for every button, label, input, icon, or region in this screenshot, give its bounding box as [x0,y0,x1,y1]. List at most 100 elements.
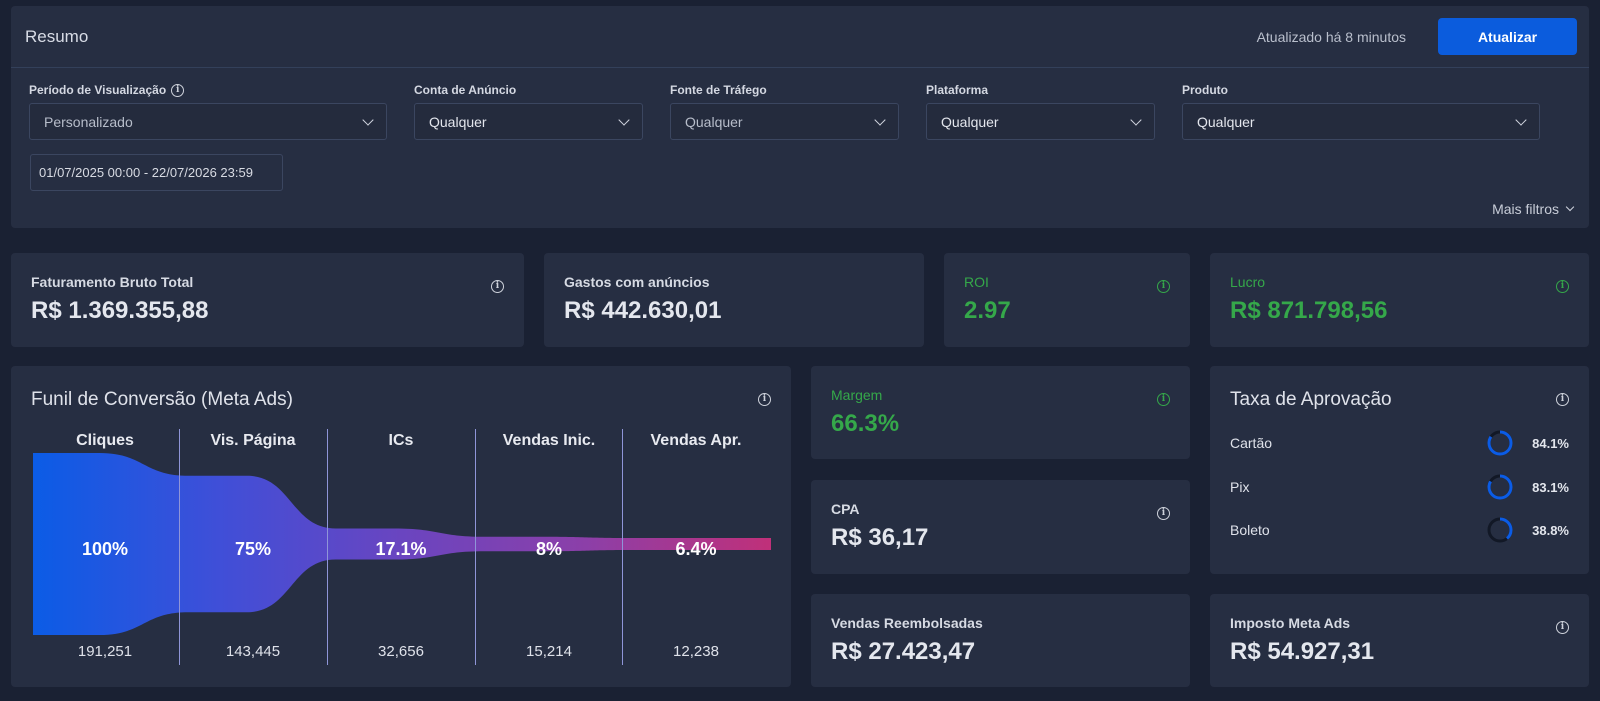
chevron-down-icon [874,113,886,126]
product-filter-label: Produto [1182,83,1228,97]
chevron-down-icon [618,113,630,126]
funnel-stage-count: 32,656 [378,643,424,660]
kpi-label: CPA [831,501,860,517]
period-filter-label-text: Período de Visualização [29,83,167,97]
traffic-source-select-value: Qualquer [685,113,743,130]
ring-fill [1487,430,1513,456]
platform-select[interactable]: Qualquer [926,103,1155,140]
kpi-value: R$ 54.927,31 [1230,638,1375,665]
approval-method-value: 83.1% [1532,479,1569,495]
funnel-stage-percent: 100% [81,539,129,559]
funnel-stage-percent: 17.1% [375,539,427,559]
funnel-stage-name: Vendas Apr. [650,432,742,449]
refresh-button[interactable]: Atualizar [1438,18,1577,55]
period-select-value: Personalizado [44,113,133,130]
kpi-value: 66.3% [831,410,900,437]
info-icon[interactable]: i [1556,621,1569,634]
date-range-input[interactable]: 01/07/2025 00:00 - 22/07/2026 23:59 [30,154,283,191]
funnel-stage-count: 15,214 [526,643,572,660]
approval-method-value: 84.1% [1532,435,1569,451]
product-select[interactable]: Qualquer [1182,103,1540,140]
kpi-value: R$ 1.369.355,88 [31,297,209,324]
funnel-divider [179,429,180,665]
approval-rate-card: Taxa de Aprovação i Cartão 84.1% Pix 83.… [1210,366,1589,574]
funnel-stage-count: 12,238 [673,643,719,660]
page-title: Resumo [25,27,89,46]
funnel-divider [622,429,623,665]
traffic-source-select[interactable]: Qualquer [670,103,899,140]
platform-filter-label: Plataforma [926,83,989,97]
funnel-stage-name: Cliques [76,432,134,449]
funnel-stage-percent: 75% [234,539,272,559]
kpi-label: ROI [964,274,989,290]
kpi-card-refunds: Vendas Reembolsadas R$ 27.423,47 [811,594,1190,687]
info-icon[interactable]: i [1157,280,1170,293]
kpi-label: Faturamento Bruto Total [31,274,194,290]
info-icon[interactable]: i [1556,280,1569,293]
last-updated-text: Atualizado há 8 minutos [1256,29,1406,45]
funnel-stage-count: 143,445 [225,643,281,660]
funnel-stage-name: Vis. Página [210,432,296,449]
more-filters-label: Mais filtros [1492,201,1559,217]
kpi-label: Vendas Reembolsadas [831,615,983,631]
funnel-stage-percent: 8% [535,539,562,559]
funnel-stage-name: Vendas Inic. [502,432,596,449]
approval-method-value: 38.8% [1532,522,1569,538]
approval-row-card: Cartão 84.1% [1230,429,1569,457]
funnel-title: Funil de Conversão (Meta Ads) [31,389,293,410]
approval-method-name: Pix [1230,479,1250,495]
kpi-card-meta-tax: Imposto Meta Ads R$ 54.927,31 i [1210,594,1589,687]
funnel-divider [475,429,476,665]
kpi-value: R$ 442.630,01 [564,297,722,324]
platform-select-value: Qualquer [941,113,999,130]
approval-row-boleto: Boleto 38.8% [1230,516,1569,544]
approval-title: Taxa de Aprovação [1230,389,1392,410]
ring-fill [1487,474,1513,500]
info-icon[interactable]: i [1556,393,1569,406]
kpi-card-cpa: CPA R$ 36,17 i [811,480,1190,574]
kpi-value: R$ 871.798,56 [1230,297,1388,324]
funnel-stage-count: 191,251 [77,643,133,660]
period-select[interactable]: Personalizado [29,103,387,140]
info-icon[interactable]: i [758,393,771,406]
funnel-divider [327,429,328,665]
info-icon[interactable]: i [171,83,185,97]
kpi-label: Imposto Meta Ads [1230,615,1351,631]
approval-ring-icon [1487,430,1513,456]
kpi-card-margin: Margem 66.3% i [811,366,1190,459]
approval-method-name: Boleto [1230,522,1270,538]
funnel-chart [33,453,771,635]
info-icon[interactable]: i [1157,507,1170,520]
ad-account-filter-label: Conta de Anúncio [414,83,517,97]
period-filter-label: Período de Visualização i [29,83,185,97]
summary-panel: Resumo Atualizado há 8 minutos Atualizar… [11,6,1589,228]
kpi-card-profit: Lucro R$ 871.798,56 i [1210,253,1589,347]
approval-ring-icon [1487,517,1513,543]
conversion-funnel-card: Funil de Conversão (Meta Ads) i Cliques … [11,366,791,687]
chevron-down-icon [362,113,374,126]
info-icon[interactable]: i [491,280,504,293]
summary-header: Resumo Atualizado há 8 minutos Atualizar [11,6,1589,68]
chevron-down-icon [1130,113,1142,126]
approval-ring-icon [1487,474,1513,500]
kpi-value: 2.97 [964,297,1011,324]
product-select-value: Qualquer [1197,113,1255,130]
kpi-value: R$ 36,17 [831,524,929,551]
funnel-stage-name: ICs [388,432,414,449]
kpi-label: Margem [831,387,883,403]
funnel-shape [33,453,771,635]
info-icon[interactable]: i [1157,393,1170,406]
chevron-down-icon [1515,113,1527,126]
chevron-down-icon [1565,202,1575,212]
ring-fill [1487,517,1513,543]
ad-account-select-value: Qualquer [429,113,487,130]
kpi-value: R$ 27.423,47 [831,638,976,665]
kpi-card-roi: ROI 2.97 i [944,253,1190,347]
approval-method-name: Cartão [1230,435,1273,451]
kpi-card-gross-revenue: Faturamento Bruto Total R$ 1.369.355,88 … [11,253,524,347]
kpi-card-ad-spend: Gastos com anúncios R$ 442.630,01 [544,253,924,347]
more-filters-button[interactable]: Mais filtros [1492,201,1575,217]
ad-account-select[interactable]: Qualquer [414,103,643,140]
funnel-stage-percent: 6.4% [675,539,717,559]
traffic-source-filter-label: Fonte de Tráfego [670,83,767,97]
